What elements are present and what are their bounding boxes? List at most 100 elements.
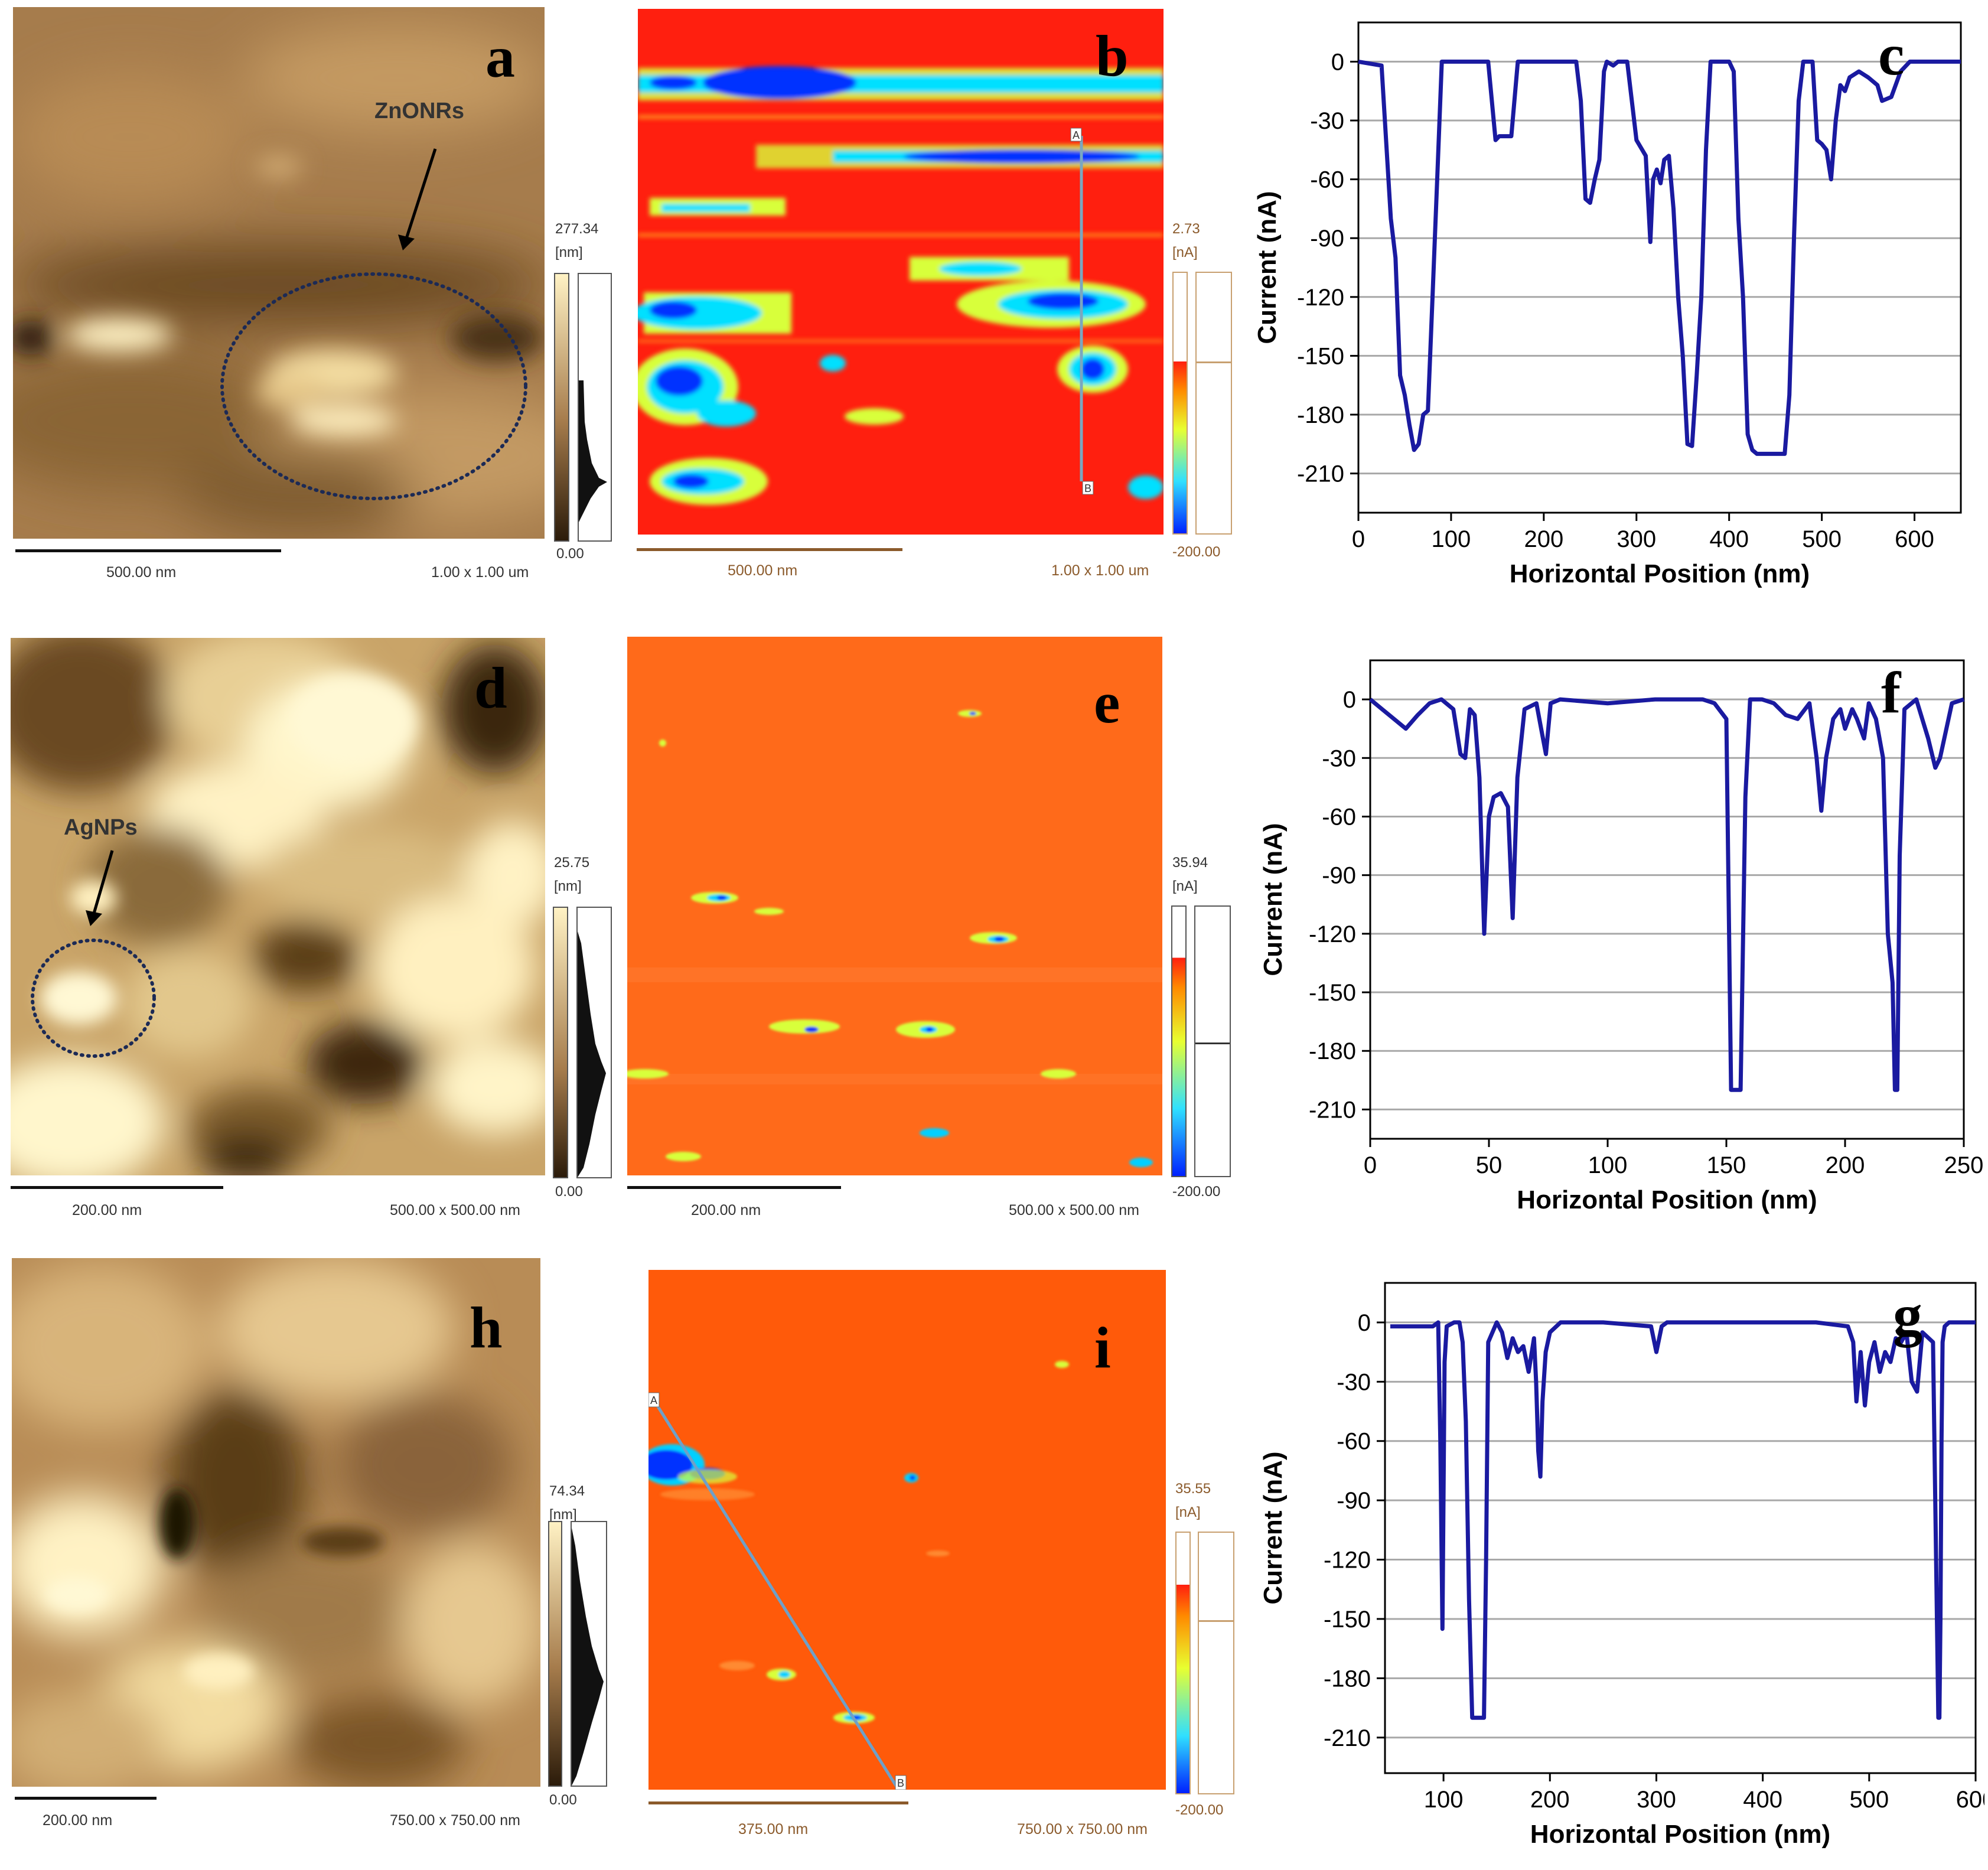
ytick-label-g-1: -30 (1337, 1369, 1371, 1395)
plot-frame-c (1357, 21, 1962, 514)
scalebar-i (648, 1801, 908, 1804)
current-profile-chart-g: 0 -30 -60 -90 -120 -150 -180 -210 100 200 300 400 50… (1259, 1282, 1984, 1849)
series-line-f (1368, 697, 1965, 1092)
colorbar-unit-e: [nA] (1172, 878, 1198, 894)
colorbar-unit-h: [nm] (549, 1507, 577, 1523)
scalebar-b (637, 548, 902, 551)
ytick-label-f-5: -150 (1309, 980, 1356, 1006)
xtick-label-c-4: 400 (1709, 526, 1749, 552)
colorbar-min-a: 0.00 (556, 546, 584, 562)
colorbar-min-e: -200.00 (1172, 1184, 1221, 1200)
xtick-label-f-3: 150 (1707, 1152, 1746, 1178)
colorbar-max-h: 74.34 (549, 1483, 585, 1499)
ytick-label-f-1: -30 (1322, 745, 1356, 771)
histogram-a (578, 273, 612, 542)
afm-topography-d-texture (11, 638, 545, 1175)
ylabel-f: Current (nA) (1259, 823, 1288, 976)
ytick-label-g-0: 0 (1358, 1310, 1371, 1336)
afm-topography-a-texture (13, 25, 545, 533)
colorbar-unit-i: [nA] (1175, 1504, 1201, 1520)
ytick-label-f-2: -60 (1322, 804, 1356, 830)
panel-letter-a: a (485, 24, 515, 90)
colorbar-min-h: 0.00 (549, 1792, 577, 1808)
histogram-h (571, 1521, 607, 1787)
xtick-label-c-6: 600 (1895, 526, 1934, 552)
annotation-agnps: AgNPs (64, 815, 138, 840)
xlabel-g: Horizontal Position (nm) (1530, 1820, 1830, 1849)
afm-topography-a: ZnONRs a (13, 7, 545, 539)
image-size-d: 500.00 x 500.00 nm (390, 1202, 520, 1219)
plot-frame-f (1369, 659, 1965, 1140)
ytick-label-c-2: -60 (1310, 167, 1344, 193)
ytick-label-g-2: -60 (1337, 1429, 1371, 1455)
colorbar-unit-b: [nA] (1172, 245, 1198, 260)
xtick-label-g-1: 200 (1530, 1787, 1570, 1813)
colorbar-b (1172, 272, 1188, 535)
xlabel-c: Horizontal Position (nm) (1510, 559, 1810, 588)
series-line-c (1358, 59, 1961, 456)
marker-b-b: B (1084, 483, 1091, 494)
marker-a-i: A (650, 1395, 657, 1406)
ytick-label-f-3: -90 (1322, 863, 1356, 889)
xtick-label-g-0: 100 (1424, 1787, 1464, 1813)
xtick-label-f-5: 250 (1944, 1152, 1984, 1178)
marker-b-i: B (897, 1777, 904, 1789)
xtick-label-g-5: 600 (1956, 1787, 1984, 1813)
image-size-h: 750.00 x 750.00 nm (390, 1812, 520, 1829)
panel-letter-i: i (1094, 1315, 1111, 1380)
xtick-label-f-2: 100 (1588, 1152, 1628, 1178)
scalebar-e (627, 1186, 841, 1189)
histogram-b (1195, 272, 1232, 535)
ylabel-c: Current (nA) (1253, 191, 1282, 344)
xtick-label-f-1: 50 (1476, 1152, 1503, 1178)
scalebar-h (15, 1797, 157, 1800)
colorbar-max-d: 25.75 (554, 855, 590, 871)
xlabel-f: Horizontal Position (nm) (1517, 1185, 1817, 1214)
current-map-i: A B i (648, 1270, 1166, 1790)
colorbar-max-e: 35.94 (1172, 855, 1208, 871)
colorbar-i (1175, 1532, 1191, 1794)
panel-letter-h: h (470, 1295, 503, 1360)
ytick-label-c-7: -210 (1297, 461, 1344, 487)
afm-topography-h: h (12, 1258, 540, 1787)
colorbar-unit-a: [nm] (555, 245, 583, 260)
ytick-label-c-1: -30 (1310, 108, 1344, 134)
current-map-b-texture: A B (638, 66, 1164, 505)
ytick-label-g-5: -150 (1324, 1607, 1371, 1633)
xtick-label-f-4: 200 (1826, 1152, 1865, 1178)
ytick-label-c-4: -120 (1297, 285, 1344, 311)
ytick-label-f-0: 0 (1343, 687, 1356, 713)
ytick-label-f-6: -180 (1309, 1038, 1356, 1064)
colorbar-a (554, 273, 569, 542)
panel-letter-f: f (1881, 660, 1902, 725)
xtick-label-g-4: 500 (1849, 1787, 1889, 1813)
image-size-a: 1.00 x 1.00 um (431, 564, 529, 581)
ylabel-g: Current (nA) (1259, 1451, 1288, 1604)
ytick-label-g-7: -210 (1324, 1725, 1371, 1751)
scalebar-a (15, 549, 281, 552)
image-size-b: 1.00 x 1.00 um (1051, 562, 1149, 579)
xtick-label-c-5: 500 (1802, 526, 1842, 552)
ytick-label-c-5: -150 (1297, 343, 1344, 369)
marker-a-b: A (1073, 129, 1080, 141)
colorbar-e (1171, 905, 1187, 1177)
xtick-label-c-3: 300 (1617, 526, 1656, 552)
annotation-znonrs: ZnONRs (374, 99, 464, 123)
plot-frame-g (1384, 1282, 1977, 1774)
current-map-b: A B b (638, 9, 1164, 535)
scalebar-label-e: 200.00 nm (691, 1202, 761, 1219)
panel-letter-c: c (1878, 22, 1904, 87)
xtick-label-g-2: 300 (1637, 1787, 1676, 1813)
ytick-label-g-3: -90 (1337, 1488, 1371, 1514)
ytick-label-f-4: -120 (1309, 921, 1356, 947)
series-line-g (1390, 1320, 1976, 1720)
colorbar-max-a: 277.34 (555, 221, 599, 237)
xtick-label-f-0: 0 (1364, 1152, 1377, 1178)
ytick-label-c-6: -180 (1297, 402, 1344, 428)
colorbar-min-d: 0.00 (555, 1184, 583, 1200)
ytick-label-c-0: 0 (1331, 49, 1344, 75)
image-size-e: 500.00 x 500.00 nm (1009, 1202, 1139, 1219)
scalebar-label-a: 500.00 nm (106, 564, 177, 581)
current-map-e-texture (627, 710, 1162, 1167)
colorbar-max-b: 2.73 (1172, 221, 1200, 237)
